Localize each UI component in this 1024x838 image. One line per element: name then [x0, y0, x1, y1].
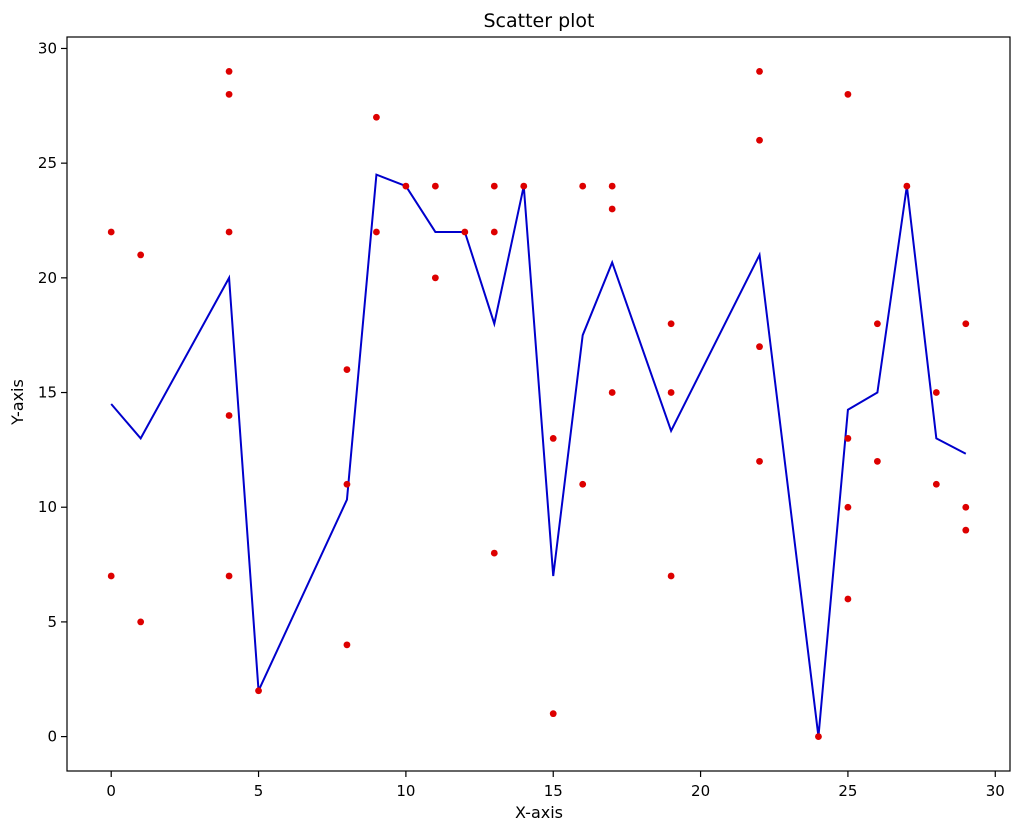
scatter-point [873, 457, 881, 465]
scatter-point [844, 595, 852, 603]
scatter-point [490, 228, 498, 236]
x-tick-label: 25 [838, 782, 857, 800]
y-tick-label: 30 [38, 39, 57, 57]
scatter-point [373, 228, 380, 236]
scatter-point [932, 389, 940, 396]
scatter-point [137, 618, 145, 626]
scatter-point [844, 90, 852, 98]
plot-area [107, 68, 970, 740]
x-axis: 0 5 10 15 20 25 30 [106, 771, 1005, 800]
scatter-point [490, 182, 498, 190]
scatter-point [225, 228, 233, 236]
scatter-point [107, 572, 115, 580]
plot-frame [66, 36, 1011, 772]
y-axis: 0 5 10 15 20 25 30 [38, 39, 67, 746]
scatter-point [667, 389, 675, 396]
scatter-point [343, 480, 351, 488]
scatter-point [844, 435, 852, 442]
scatter-point [756, 68, 763, 75]
scatter-point [962, 526, 970, 534]
scatter-point [667, 572, 675, 580]
scatter-point [490, 549, 498, 557]
y-tick-label: 10 [38, 498, 57, 516]
x-axis-label: X-axis [515, 803, 563, 822]
scatter-point [431, 182, 439, 190]
scatter-point [873, 320, 881, 328]
scatter-point [667, 320, 675, 328]
scatter-point [225, 572, 233, 580]
x-tick-label: 20 [691, 782, 710, 800]
chart-title: Scatter plot [483, 10, 594, 32]
scatter-point [756, 343, 763, 351]
scatter-point [373, 113, 380, 121]
y-tick-label: 25 [38, 154, 57, 172]
scatter-point [137, 251, 145, 259]
scatter-point [225, 90, 233, 98]
scatter-point [225, 68, 233, 75]
scatter-point [225, 412, 233, 419]
x-tick-label: 15 [544, 782, 563, 800]
scatter-point [549, 710, 557, 718]
scatter-point [962, 320, 970, 328]
scatter-point [756, 457, 763, 465]
y-tick-label: 5 [47, 613, 57, 631]
scatter-point [343, 641, 351, 649]
x-tick-label: 0 [106, 782, 116, 800]
scatter-point [461, 228, 469, 236]
y-tick-label: 0 [47, 728, 57, 746]
scatter-point [107, 228, 115, 236]
scatter-point [903, 182, 911, 190]
scatter-point [608, 205, 616, 213]
y-axis-label: Y-axis [8, 379, 27, 426]
scatter-point [608, 389, 616, 396]
y-tick-label: 15 [38, 384, 57, 402]
y-tick-label: 20 [38, 269, 57, 287]
series-line [110, 173, 967, 737]
x-tick-label: 10 [396, 782, 415, 800]
scatter-point [255, 687, 262, 695]
scatter-point [549, 435, 557, 442]
scatter-point [579, 182, 587, 190]
x-tick-label: 5 [254, 782, 264, 800]
scatter-point [932, 480, 940, 488]
scatter-point [343, 366, 351, 373]
scatter-point [756, 136, 763, 144]
scatter-point [962, 503, 970, 511]
scatter-point [608, 182, 616, 190]
scatter-point [520, 182, 528, 190]
scatter-point [844, 503, 852, 511]
x-tick-label: 30 [986, 782, 1005, 800]
scatter-point [431, 274, 439, 282]
scatter-point [579, 480, 587, 488]
scatter-point [402, 182, 410, 190]
scatter-point [815, 733, 822, 740]
